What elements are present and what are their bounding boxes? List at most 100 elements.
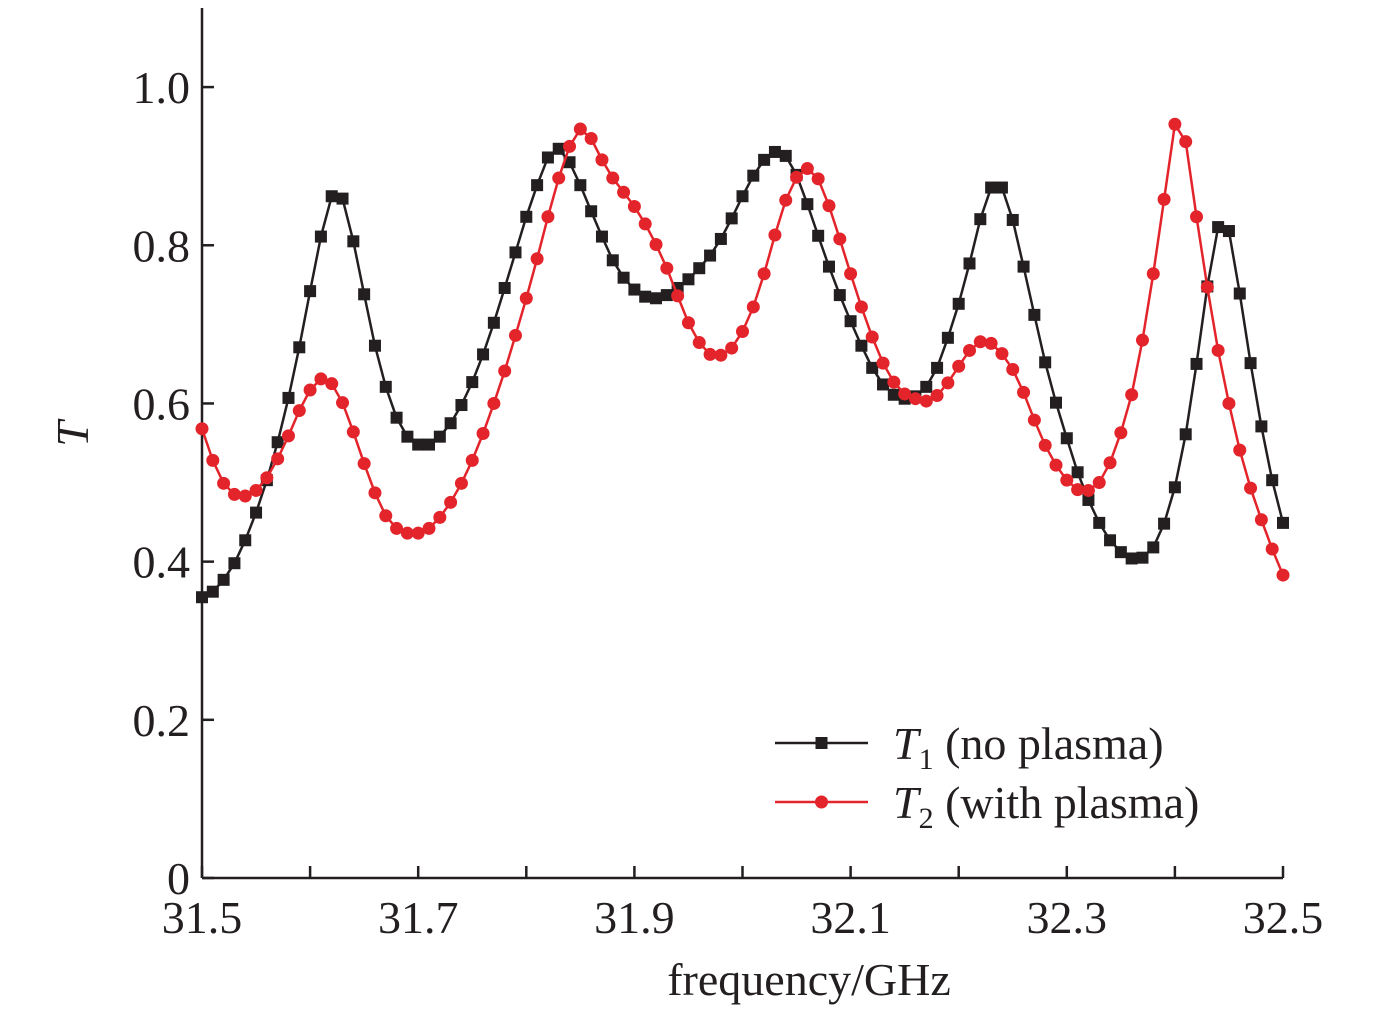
data-point-square xyxy=(563,156,576,169)
data-point-circle xyxy=(995,347,1009,361)
data-point-circle xyxy=(465,453,479,467)
x-axis-title: frequency/GHz xyxy=(667,954,951,1005)
data-point-circle xyxy=(1027,413,1041,427)
data-point-circle xyxy=(1049,458,1063,472)
data-point-square xyxy=(985,181,998,194)
data-point-square xyxy=(423,438,436,451)
x-tick-label: 32.3 xyxy=(1027,892,1108,943)
data-point-square xyxy=(520,210,533,223)
data-point-square xyxy=(758,153,771,166)
data-point-square xyxy=(487,316,500,329)
data-point-circle xyxy=(1168,117,1182,131)
data-point-square xyxy=(433,430,446,443)
data-point-circle xyxy=(541,210,555,224)
data-point-square xyxy=(541,151,554,164)
data-point-circle xyxy=(887,375,901,389)
data-point-square xyxy=(682,273,695,286)
data-point-square xyxy=(1039,356,1052,369)
y-tick-label: 0.8 xyxy=(133,220,191,271)
data-point-circle xyxy=(800,162,814,176)
data-point-circle xyxy=(346,425,360,439)
data-point-circle xyxy=(681,316,695,330)
data-point-circle xyxy=(584,132,598,145)
data-point-circle xyxy=(217,476,231,490)
data-point-square xyxy=(844,315,857,328)
data-point-circle xyxy=(1200,280,1214,294)
data-point-square xyxy=(628,283,641,296)
data-point-circle xyxy=(973,335,987,349)
data-point-square xyxy=(952,297,965,310)
series-layer xyxy=(195,117,1290,604)
data-point-circle xyxy=(563,139,577,153)
data-point-square xyxy=(1233,287,1246,300)
data-point-square xyxy=(444,417,457,430)
data-point-circle xyxy=(444,495,458,509)
data-point-square xyxy=(887,388,900,401)
data-point-square xyxy=(325,190,338,203)
data-point-circle xyxy=(1146,267,1160,281)
data-point-square xyxy=(606,254,619,267)
data-point-circle xyxy=(779,193,793,207)
data-point-circle xyxy=(595,153,609,167)
data-point-square xyxy=(314,230,327,243)
data-point-circle xyxy=(314,372,328,386)
data-point-circle xyxy=(1222,396,1236,410)
data-point-circle xyxy=(1276,568,1290,582)
data-point-circle xyxy=(260,471,274,485)
data-point-square xyxy=(1017,260,1030,273)
data-point-square xyxy=(358,288,371,301)
data-point-square xyxy=(347,235,360,248)
data-point-square xyxy=(941,331,954,344)
data-point-square xyxy=(693,262,706,275)
data-point-circle xyxy=(617,185,631,199)
data-point-square xyxy=(617,271,630,284)
data-point-square xyxy=(768,145,781,158)
data-point-circle xyxy=(844,267,858,281)
data-point-square xyxy=(217,573,230,586)
data-point-square xyxy=(812,229,825,242)
data-point-circle xyxy=(854,300,868,314)
axes-layer: 0 0.2 0.4 0.6 0.8 1.0 31.5 31.7 31.9 32.1 32.3 32.5 xyxy=(133,8,1323,943)
data-point-circle xyxy=(498,364,512,378)
data-point-square xyxy=(228,557,241,570)
data-point-circle xyxy=(433,510,447,524)
data-point-square xyxy=(822,260,835,273)
data-point-circle xyxy=(692,336,706,350)
data-point-circle xyxy=(487,396,501,410)
data-point-square xyxy=(531,179,544,192)
data-point-square xyxy=(920,380,933,393)
data-point-circle xyxy=(422,521,436,535)
data-point-circle xyxy=(671,289,685,303)
data-point-square xyxy=(660,289,673,302)
data-point-circle xyxy=(336,396,350,410)
data-point-square xyxy=(1028,308,1041,321)
data-point-square xyxy=(1266,474,1279,487)
data-point-square xyxy=(250,506,263,519)
data-point-square xyxy=(1104,534,1117,547)
data-point-square xyxy=(1082,493,1095,506)
data-point-circle xyxy=(790,170,804,184)
data-point-square xyxy=(595,230,608,243)
data-point-square xyxy=(1277,516,1289,529)
data-point-square xyxy=(704,249,717,262)
data-point-square xyxy=(1136,551,1149,564)
data-point-circle xyxy=(411,526,425,540)
data-point-circle xyxy=(1081,483,1095,497)
legend-label: T2 (with plasma) xyxy=(893,777,1199,835)
data-point-square xyxy=(1190,357,1203,370)
data-point-circle xyxy=(303,383,317,397)
legend-marker-circle xyxy=(815,795,828,809)
data-point-square xyxy=(1147,541,1160,554)
data-point-circle xyxy=(952,359,966,373)
data-point-circle xyxy=(1092,476,1106,490)
data-point-circle xyxy=(1157,192,1171,206)
data-point-circle xyxy=(736,324,749,338)
data-point-square xyxy=(1071,466,1084,479)
data-point-square xyxy=(995,181,1008,194)
data-point-circle xyxy=(930,389,944,403)
y-tick-label: 0.4 xyxy=(133,537,191,588)
data-point-square xyxy=(455,399,468,412)
data-point-square xyxy=(552,142,565,155)
data-point-circle xyxy=(811,172,825,186)
